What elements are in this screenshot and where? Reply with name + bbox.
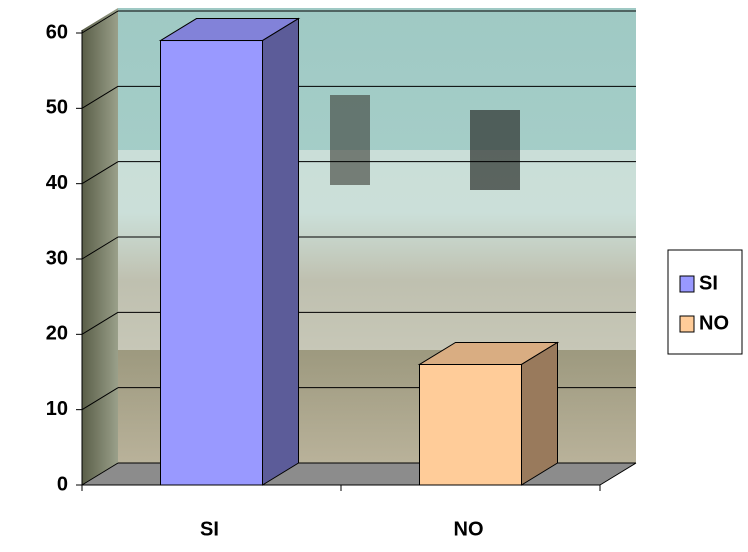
- y-tick-label: 10: [46, 398, 68, 420]
- x-tick-label: NO: [454, 518, 484, 540]
- y-tick-label: 0: [57, 473, 68, 495]
- grid-line-side: [81, 462, 119, 486]
- grid-line-side: [81, 387, 119, 411]
- y-tick-label: 60: [46, 21, 68, 43]
- y-tick-label: 50: [46, 97, 68, 119]
- grid-line-side: [81, 85, 119, 109]
- grid-line-side: [81, 10, 119, 34]
- legend-label: SI: [699, 272, 718, 294]
- bar-side: [521, 341, 558, 486]
- grid-line-side: [81, 161, 119, 185]
- grid-line-side: [81, 236, 119, 260]
- legend: [667, 249, 743, 355]
- x-axis-depth: [599, 462, 637, 486]
- x-tick-label: SI: [200, 518, 219, 540]
- bar-side: [262, 17, 299, 486]
- bar-front: [160, 40, 263, 486]
- legend-label: NO: [699, 312, 729, 334]
- y-tick-label: 40: [46, 172, 68, 194]
- y-tick-label: 30: [46, 247, 68, 269]
- legend-swatch: [679, 275, 695, 293]
- y-tick-label: 20: [46, 323, 68, 345]
- bar-front: [419, 363, 522, 486]
- legend-swatch: [679, 315, 695, 333]
- grid-line-side: [81, 311, 119, 335]
